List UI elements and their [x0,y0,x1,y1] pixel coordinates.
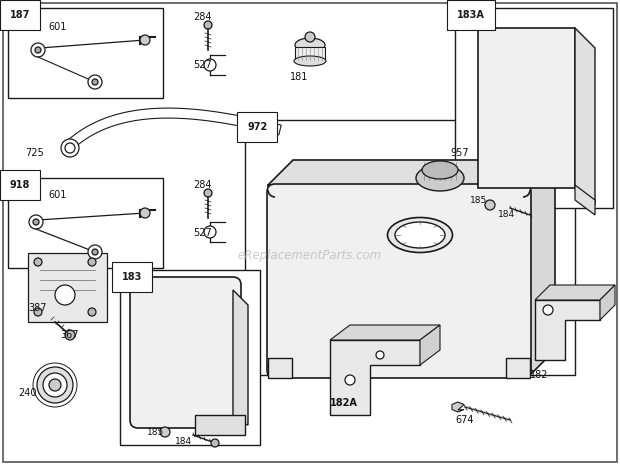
Polygon shape [330,325,440,340]
Circle shape [37,367,73,403]
Text: 527: 527 [193,60,212,70]
Circle shape [204,189,212,197]
Text: eReplacementParts.com: eReplacementParts.com [238,248,382,261]
Polygon shape [268,185,530,375]
Ellipse shape [416,165,464,191]
Text: 184: 184 [498,210,515,219]
Circle shape [55,285,75,305]
Circle shape [31,43,45,57]
Polygon shape [67,108,281,149]
Polygon shape [575,185,595,215]
Text: 184: 184 [175,437,192,446]
Ellipse shape [422,161,458,179]
Bar [455,8,613,208]
Polygon shape [268,358,292,378]
Text: 957: 957 [450,148,469,158]
Circle shape [92,79,98,85]
Circle shape [88,245,102,259]
Text: 387: 387 [28,303,46,313]
Text: 182A: 182A [330,398,358,408]
Text: 185: 185 [147,428,164,437]
Circle shape [29,215,43,229]
Circle shape [204,226,216,238]
Circle shape [140,35,150,45]
Polygon shape [535,300,600,360]
Circle shape [543,305,553,315]
Text: 725: 725 [25,148,44,158]
Circle shape [65,330,75,340]
Polygon shape [600,285,615,320]
Circle shape [88,75,102,89]
Text: 181: 181 [290,72,308,82]
Circle shape [88,258,96,266]
Circle shape [65,143,75,153]
Circle shape [140,208,150,218]
Text: 284: 284 [193,12,211,22]
Circle shape [43,373,67,397]
Ellipse shape [294,56,326,66]
Text: 918: 918 [10,180,30,190]
Ellipse shape [388,218,453,252]
Circle shape [34,258,42,266]
Text: 601: 601 [48,22,66,32]
Circle shape [49,379,61,391]
Polygon shape [506,358,530,378]
Text: 240: 240 [18,388,37,398]
Circle shape [345,375,355,385]
Polygon shape [330,340,420,415]
Polygon shape [233,290,248,425]
Circle shape [376,351,384,359]
Polygon shape [530,160,555,375]
Text: 183: 183 [122,272,143,282]
Text: 182: 182 [530,370,549,380]
Ellipse shape [295,38,325,52]
Polygon shape [478,28,575,188]
Circle shape [485,200,495,210]
Bar [120,270,260,445]
Circle shape [305,32,315,42]
Circle shape [92,249,98,255]
Bar [8,8,163,98]
Polygon shape [535,285,615,300]
Polygon shape [575,28,595,205]
Circle shape [88,308,96,316]
Circle shape [35,47,41,53]
Circle shape [160,427,170,437]
Bar [245,120,575,375]
Bar [8,178,163,268]
Text: 367: 367 [60,330,79,340]
Text: 183A: 183A [457,10,485,20]
Text: 601: 601 [48,190,66,200]
Circle shape [211,439,219,447]
Text: 674: 674 [455,415,474,425]
FancyBboxPatch shape [28,253,107,322]
Polygon shape [268,160,555,185]
Polygon shape [452,402,464,412]
Text: 527: 527 [193,228,212,238]
Text: 972: 972 [247,122,267,132]
Ellipse shape [395,222,445,248]
FancyBboxPatch shape [130,277,241,428]
Text: 187: 187 [10,10,30,20]
Circle shape [33,219,39,225]
FancyBboxPatch shape [267,184,531,378]
Bar [295,47,325,61]
Circle shape [34,308,42,316]
Circle shape [204,59,216,71]
Text: 185: 185 [470,196,487,205]
Polygon shape [420,325,440,365]
Circle shape [61,139,79,157]
Polygon shape [195,415,245,435]
Circle shape [204,21,212,29]
Text: 284: 284 [193,180,211,190]
